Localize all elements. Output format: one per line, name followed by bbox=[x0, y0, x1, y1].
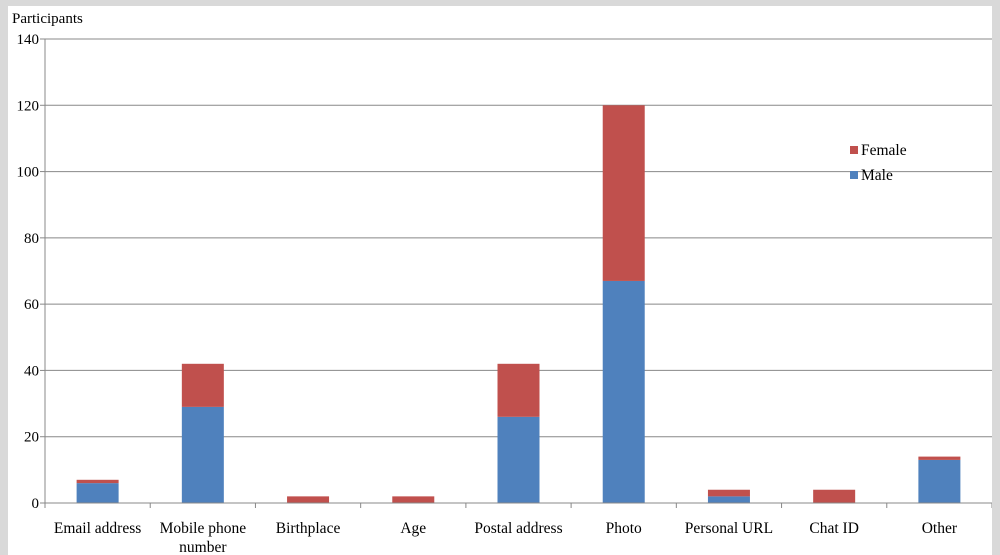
x-tick-label: Age bbox=[400, 520, 426, 537]
y-tick-label: 40 bbox=[24, 363, 39, 379]
x-tick-label: Email address bbox=[54, 520, 141, 537]
bar-female-segment bbox=[707, 489, 750, 497]
x-tick-label: Mobile phone number bbox=[160, 520, 247, 555]
bar-female-segment bbox=[602, 105, 645, 281]
bar-female-segment bbox=[76, 479, 119, 484]
legend-swatch-female bbox=[850, 146, 858, 154]
legend-label-male: Male bbox=[861, 167, 893, 184]
stacked-bar-chart: Participants 0 20 40 60 80 100 120 140 Email ad… bbox=[12, 11, 992, 555]
y-tick-label: 60 bbox=[24, 297, 39, 313]
y-tick-label: 0 bbox=[32, 496, 40, 512]
bar-female-segment bbox=[813, 489, 856, 503]
bar-male-segment bbox=[602, 280, 645, 503]
bar-female-segment bbox=[287, 496, 330, 503]
bar-male-segment bbox=[918, 459, 961, 503]
y-tick-label: 120 bbox=[17, 98, 40, 114]
y-tick-labels: 0 20 40 60 80 100 120 140 bbox=[17, 32, 45, 512]
legend: Female Male bbox=[850, 142, 907, 184]
legend-label-female: Female bbox=[861, 142, 907, 159]
x-tick-label: Other bbox=[922, 520, 958, 537]
bar-male-segment bbox=[76, 483, 119, 503]
y-axis-title: Participants bbox=[12, 11, 83, 27]
bar-female-segment bbox=[392, 496, 435, 503]
bar-male-segment bbox=[181, 406, 224, 503]
legend-swatch-male bbox=[850, 171, 858, 179]
y-tick-label: 20 bbox=[24, 430, 39, 446]
bar-male-segment bbox=[707, 496, 750, 503]
bar-female-segment bbox=[497, 363, 540, 417]
x-tick-labels: Email address Mobile phone number Birthplac… bbox=[54, 520, 958, 555]
x-tick-label: Birthplace bbox=[276, 520, 341, 537]
x-tick-label: Photo bbox=[606, 520, 642, 537]
bars bbox=[76, 105, 961, 503]
bar-female-segment bbox=[918, 456, 961, 460]
x-tick-label: Personal URL bbox=[685, 520, 773, 537]
y-tick-label: 80 bbox=[24, 231, 39, 247]
y-tick-label: 140 bbox=[17, 32, 40, 48]
bar-male-segment bbox=[497, 416, 540, 503]
chart-frame: Participants 0 20 40 60 80 100 120 140 Email ad… bbox=[8, 6, 992, 555]
bar-female-segment bbox=[181, 363, 224, 407]
x-tick-label: Chat ID bbox=[809, 520, 859, 537]
y-tick-label: 100 bbox=[17, 165, 40, 181]
axes bbox=[44, 39, 992, 508]
x-tick-label: Postal address bbox=[474, 520, 562, 537]
